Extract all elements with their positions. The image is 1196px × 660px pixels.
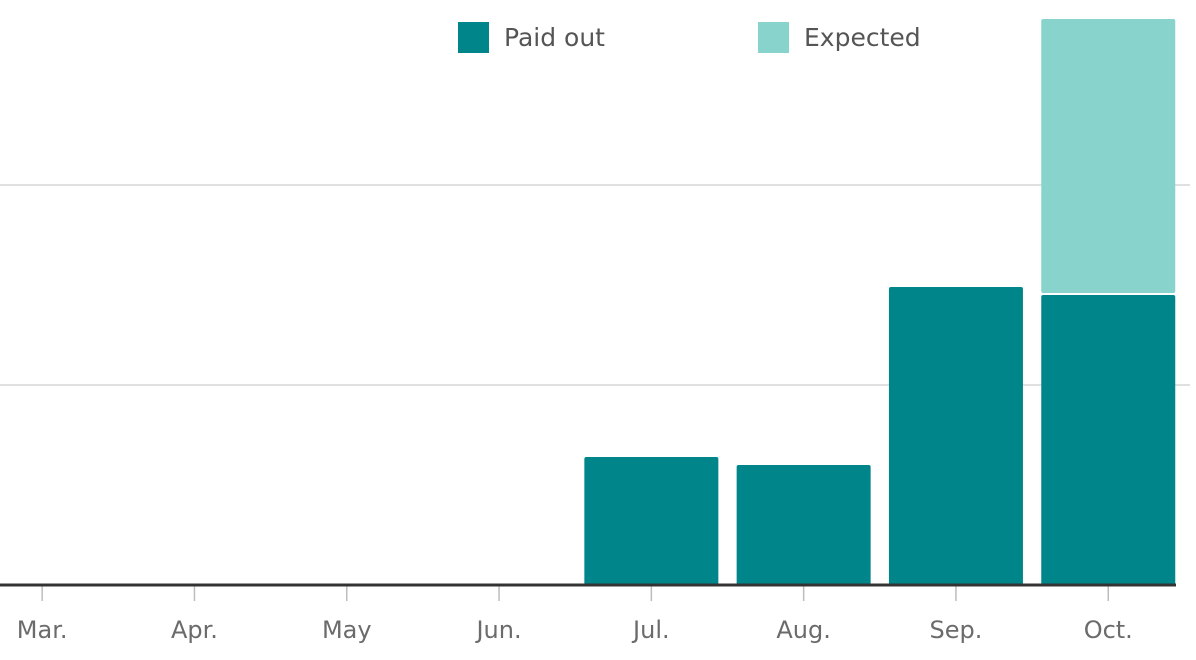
x-tick-label: Jul. bbox=[631, 616, 670, 644]
legend-swatch bbox=[758, 22, 789, 53]
legend-label: Expected bbox=[804, 23, 921, 52]
bar bbox=[1041, 19, 1176, 293]
x-tick-label: Mar. bbox=[17, 616, 68, 644]
bar bbox=[888, 287, 1023, 585]
legend-label: Paid out bbox=[504, 23, 605, 52]
x-tick-label: May bbox=[322, 616, 372, 644]
x-tick-label: Aug. bbox=[776, 616, 831, 644]
bar bbox=[736, 465, 871, 585]
legend-swatch bbox=[458, 22, 489, 53]
x-tick-label: Sep. bbox=[930, 616, 983, 644]
bar bbox=[1041, 295, 1176, 585]
x-tick-label: Jun. bbox=[474, 616, 521, 644]
bar bbox=[584, 457, 719, 585]
x-tick-label: Apr. bbox=[171, 616, 218, 644]
x-tick-label: Oct. bbox=[1084, 616, 1133, 644]
